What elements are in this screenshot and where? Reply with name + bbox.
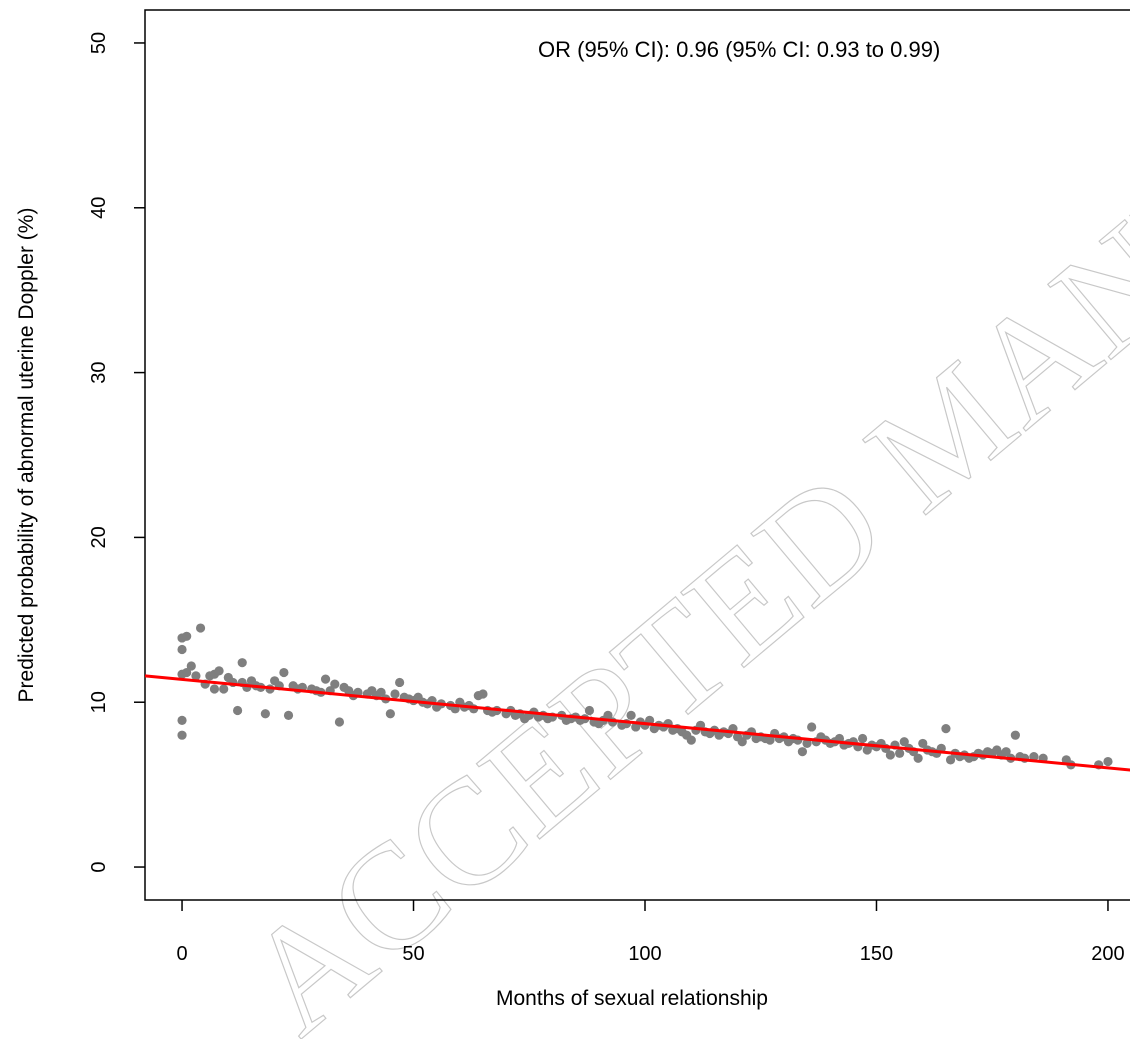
- data-point: [807, 722, 817, 732]
- x-tick-label: 0: [176, 943, 187, 965]
- data-point: [209, 684, 220, 694]
- x-axis-label: Months of sexual relationship: [496, 987, 768, 1010]
- data-point: [395, 677, 405, 688]
- data-point: [376, 687, 386, 697]
- y-tick-label: 50: [88, 32, 110, 54]
- fit-line: [144, 674, 1130, 772]
- data-point: [390, 689, 400, 699]
- y-tick-label: 40: [88, 197, 110, 219]
- data-point: [1029, 752, 1039, 762]
- data-point: [195, 623, 206, 633]
- x-tick-label: 200: [1091, 943, 1124, 965]
- data-point: [237, 658, 247, 668]
- data-point: [182, 631, 192, 641]
- y-tick-label: 30: [88, 361, 110, 383]
- data-point: [603, 710, 613, 721]
- data-point: [941, 723, 951, 734]
- data-point: [177, 644, 187, 655]
- data-point: [765, 735, 775, 745]
- annotation: OR (95% CI): 0.96 (95% CI: 0.93 to 0.99): [538, 37, 940, 62]
- data-point: [1001, 747, 1011, 757]
- data-point: [885, 750, 895, 760]
- data-point: [802, 738, 812, 749]
- y-axis: 0 10 20 30 40 50: [88, 32, 145, 873]
- watermark: ACCEPTED MANUSCRIPT: [215, 0, 1130, 1039]
- data-point: [918, 738, 928, 749]
- data-point: [478, 689, 488, 699]
- data-point: [334, 717, 345, 727]
- data-point: [913, 753, 923, 763]
- data-point: [260, 709, 270, 719]
- data-point: [182, 667, 192, 678]
- data-point: [320, 674, 331, 684]
- data-point: [899, 737, 909, 747]
- y-tick-label: 0: [88, 861, 110, 872]
- y-tick-label: 10: [88, 691, 110, 713]
- data-point: [191, 671, 201, 681]
- x-tick-label: 150: [860, 943, 893, 965]
- data-point: [945, 755, 956, 765]
- x-tick-label: 50: [402, 943, 424, 965]
- data-point: [1103, 756, 1113, 767]
- data-point: [857, 733, 868, 744]
- data-point: [797, 747, 808, 757]
- data-point: [177, 715, 187, 725]
- x-axis: 0 50 100 150 200: [176, 900, 1125, 965]
- y-axis-label: Predicted probability of abnormal uterin…: [15, 208, 38, 703]
- data-point: [177, 730, 187, 740]
- data-point: [330, 679, 340, 689]
- data-point: [186, 661, 196, 671]
- data-point: [1010, 730, 1020, 740]
- data-point: [737, 737, 747, 747]
- x-tick-label: 100: [628, 943, 661, 965]
- data-point: [279, 667, 289, 678]
- y-tick-label: 20: [88, 526, 110, 548]
- data-point: [219, 684, 229, 694]
- data-point: [232, 705, 243, 716]
- data-point: [584, 705, 595, 716]
- data-point: [283, 710, 294, 721]
- data-point: [686, 735, 696, 745]
- data-point: [626, 710, 636, 721]
- data-point: [895, 748, 905, 758]
- data-point: [385, 709, 395, 719]
- data-point: [214, 666, 224, 676]
